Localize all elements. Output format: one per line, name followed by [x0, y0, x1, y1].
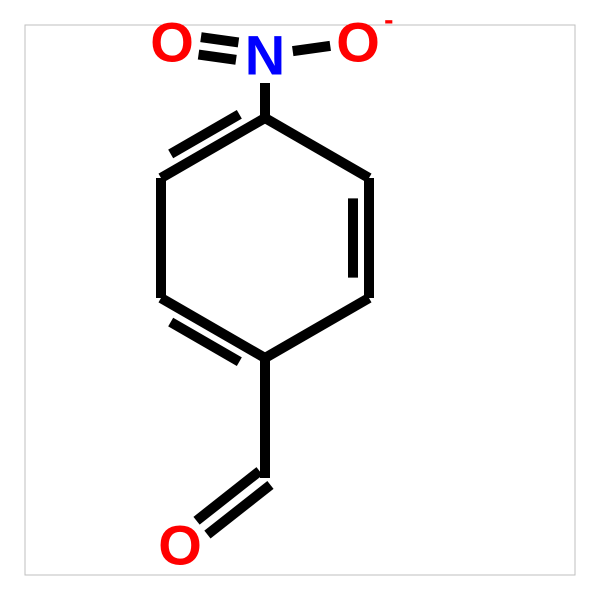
bond — [293, 46, 331, 51]
atom-label-O: O — [158, 514, 202, 577]
molecule-canvas: NOO-O — [0, 0, 600, 600]
bond — [265, 118, 369, 178]
atom-label-O: O — [150, 11, 194, 74]
bond — [265, 298, 369, 358]
charge-label: - — [384, 4, 393, 35]
bond — [199, 55, 237, 60]
bond — [201, 37, 239, 42]
atom-label-O: O — [336, 11, 380, 74]
atom-label-N: N — [245, 24, 285, 87]
card-frame — [25, 25, 575, 575]
